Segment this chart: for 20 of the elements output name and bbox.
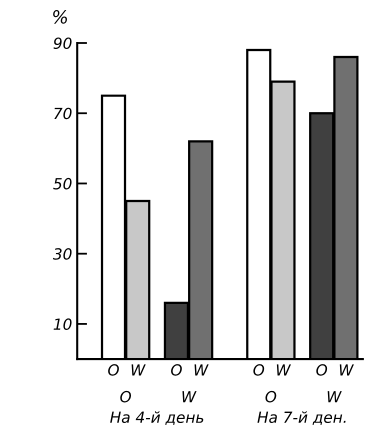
text: O <box>120 390 132 402</box>
x-tick-label: W <box>340 364 354 376</box>
x-tick-label: W <box>132 364 146 376</box>
y-axis-title: % <box>53 10 67 24</box>
x-tick-label: O <box>108 364 119 376</box>
y-tick-label: 10 <box>54 318 72 330</box>
text: На 7-й ден. <box>257 411 346 425</box>
x-tick-label: O <box>316 364 328 376</box>
x-tick-label: O <box>253 364 264 376</box>
x-tick-label: W <box>194 364 209 376</box>
y-tick-label: 70 <box>54 108 72 120</box>
x-tick-label: O <box>171 364 182 376</box>
text: W <box>328 391 342 402</box>
y-tick-label: 50 <box>53 178 72 190</box>
text: W <box>182 391 197 402</box>
text: O <box>265 390 276 402</box>
y-tick-label: 30 <box>52 248 72 260</box>
text: На 4-й день <box>110 411 204 425</box>
x-tick-label: W <box>276 364 291 376</box>
y-tick-label: 90 <box>54 37 72 50</box>
